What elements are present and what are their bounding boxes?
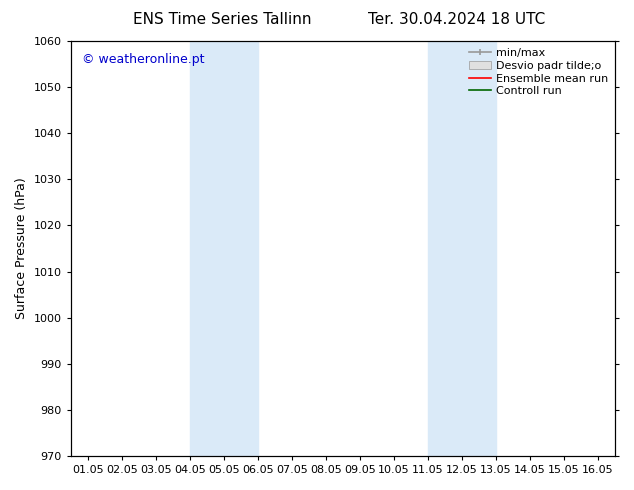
Bar [428,41,496,456]
Text: Ter. 30.04.2024 18 UTC: Ter. 30.04.2024 18 UTC [368,12,545,27]
Legend: min/max, Desvio padr tilde;o, Ensemble mean run, Controll run: min/max, Desvio padr tilde;o, Ensemble m… [465,43,612,101]
Y-axis label: Surface Pressure (hPa): Surface Pressure (hPa) [15,178,28,319]
Text: © weatheronline.pt: © weatheronline.pt [82,53,204,67]
Bar [190,41,258,456]
Text: ENS Time Series Tallinn: ENS Time Series Tallinn [133,12,311,27]
